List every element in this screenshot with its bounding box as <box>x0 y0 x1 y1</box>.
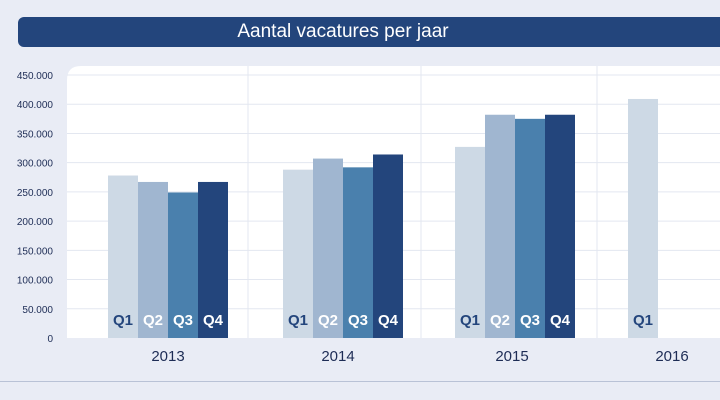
x-category-label: 2015 <box>495 348 528 365</box>
chart-title: Aantal vacatures per jaar <box>237 21 449 42</box>
bar <box>373 154 403 338</box>
x-category-label: 2014 <box>321 348 354 365</box>
bar-quarter-label: Q1 <box>460 312 480 329</box>
y-tick-label: 150.000 <box>17 246 54 257</box>
bar-quarter-label: Q2 <box>143 312 163 329</box>
x-category-label: 2013 <box>151 348 184 365</box>
y-tick-label: 350.000 <box>17 129 54 140</box>
bar-quarter-label: Q3 <box>348 312 368 329</box>
chart-title-bar: Aantal vacatures per jaar <box>18 17 720 47</box>
x-category-label: 2016 <box>655 348 688 365</box>
bar <box>138 181 168 338</box>
y-tick-label: 250.000 <box>17 188 54 199</box>
bar <box>545 114 575 339</box>
bar <box>168 192 198 338</box>
bar <box>283 169 313 338</box>
bar <box>343 167 373 338</box>
bar <box>108 175 138 338</box>
y-tick-label: 300.000 <box>17 159 54 170</box>
bar <box>515 118 545 338</box>
y-tick-label: 400.000 <box>17 100 54 111</box>
bar-quarter-label: Q1 <box>633 312 653 329</box>
bar-quarter-label: Q1 <box>113 312 133 329</box>
bar-quarter-label: Q3 <box>520 312 540 329</box>
bar-quarter-label: Q4 <box>378 312 399 329</box>
y-tick-label: 450.000 <box>17 71 54 82</box>
bar <box>485 114 515 339</box>
bar-quarter-label: Q4 <box>203 312 224 329</box>
bar <box>198 181 228 338</box>
bar <box>455 146 485 338</box>
bar <box>313 158 343 338</box>
bar <box>628 98 658 338</box>
footer-divider <box>0 381 720 382</box>
y-tick-label: 0 <box>47 334 53 345</box>
bar-quarter-label: Q1 <box>288 312 308 329</box>
y-tick-label: 200.000 <box>17 217 54 228</box>
bar-quarter-label: Q3 <box>173 312 193 329</box>
y-tick-label: 50.000 <box>22 305 53 316</box>
bar-quarter-label: Q2 <box>490 312 510 329</box>
bar-quarter-label: Q4 <box>550 312 571 329</box>
bar-quarter-label: Q2 <box>318 312 338 329</box>
y-tick-label: 100.000 <box>17 276 54 287</box>
